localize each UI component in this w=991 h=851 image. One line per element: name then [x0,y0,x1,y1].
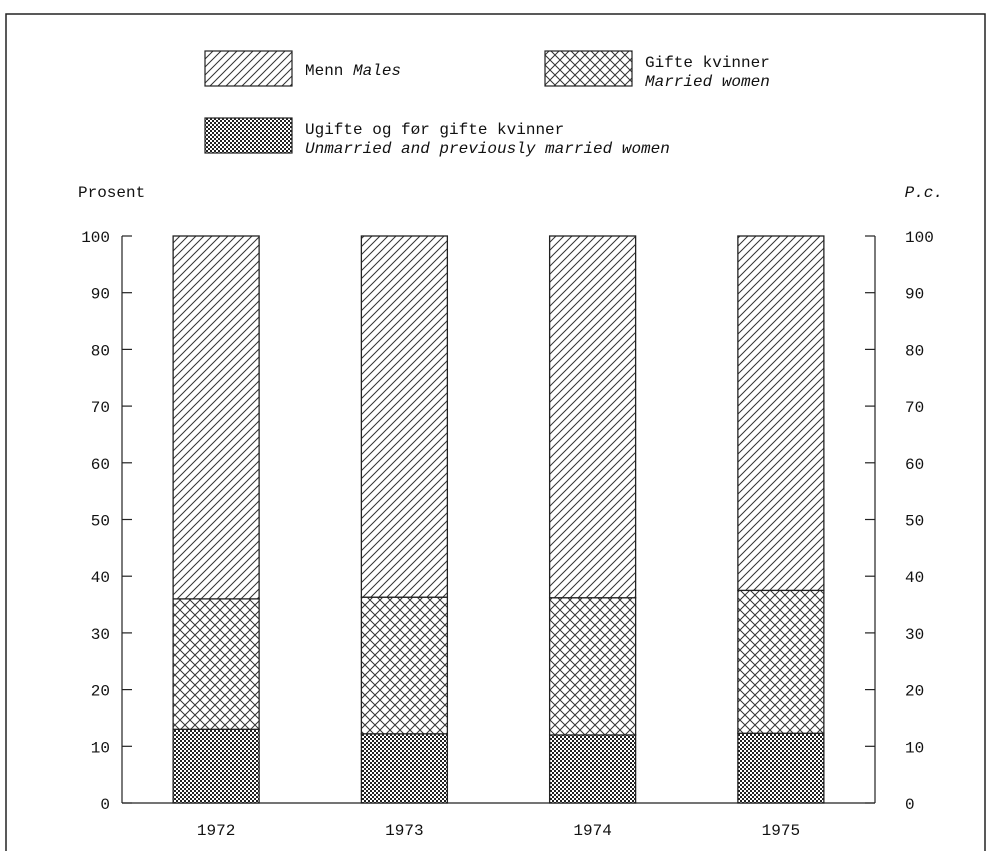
y-tick-label-left: 20 [91,683,110,701]
y-tick-label-right: 10 [905,739,924,757]
y-tick-label-right: 70 [905,399,924,417]
y-tick-label-left: 100 [81,229,110,247]
bars [172,235,825,804]
y-tick-label-right: 40 [905,569,924,587]
bar-segment-married-women [360,596,449,735]
y-tick-label-right: 30 [905,626,924,644]
bar-segment-males [737,235,825,592]
legend-label-married-en: Married women [645,73,770,91]
y-tick-label-left: 90 [91,286,110,304]
legend-label-married: Gifte kvinner [645,54,770,72]
bar-segment-males [172,235,260,600]
bar-segment-unmarried-women [360,733,449,804]
bar-segment-unmarried-women [548,734,637,804]
legend-swatch-males [204,50,293,87]
bar-segment-married-women [548,597,637,736]
y-tick-label-right: 90 [905,286,924,304]
y-axis-unit-left: Prosent [78,184,145,202]
bar-segment-married-women [172,598,260,730]
bar-segment-unmarried-women [172,728,260,804]
legend-swatch-married [544,50,633,87]
legend: Menn Males Gifte kvinner Married women U… [204,50,770,158]
y-tick-label-left: 70 [91,399,110,417]
legend-label-males-en: Males [353,62,401,80]
legend-swatch-unmarried [204,117,293,154]
y-tick-label-left: 10 [91,739,110,757]
legend-label-males: Menn [305,62,343,80]
y-ticks-left: 0 10 20 30 40 50 60 70 80 90 100 [81,229,132,814]
bar-segment-married-women [737,589,825,734]
x-tick-label: 1975 [762,822,800,840]
x-tick-label: 1974 [573,822,611,840]
y-tick-label-right: 60 [905,456,924,474]
x-tick-label: 1973 [385,822,423,840]
page-frame [5,13,986,851]
x-tick-label: 1972 [197,822,235,840]
y-tick-label-left: 0 [100,796,110,814]
x-ticks: 1972 1973 1974 1975 [197,822,800,840]
y-axis-unit-right: P.c. [905,184,943,202]
y-tick-label-left: 80 [91,342,110,360]
y-tick-label-left: 50 [91,513,110,531]
svg-text:Menn Males: Menn Males [305,62,401,80]
legend-label-unmarried: Ugifte og før gifte kvinner [305,121,564,139]
y-tick-label-right: 20 [905,683,924,701]
bar-segment-unmarried-women [737,732,825,804]
legend-label-unmarried-en: Unmarried and previously married women [305,140,670,158]
y-tick-label-left: 40 [91,569,110,587]
y-tick-label-right: 50 [905,513,924,531]
y-tick-label-right: 80 [905,342,924,360]
bar-segment-males [360,235,449,598]
bar-segment-males [548,235,637,599]
y-ticks-right: 0 10 20 30 40 50 60 70 80 90 100 [865,229,934,814]
y-tick-label-left: 60 [91,456,110,474]
y-tick-label-right: 0 [905,796,915,814]
y-tick-label-right: 100 [905,229,934,247]
y-tick-label-left: 30 [91,626,110,644]
